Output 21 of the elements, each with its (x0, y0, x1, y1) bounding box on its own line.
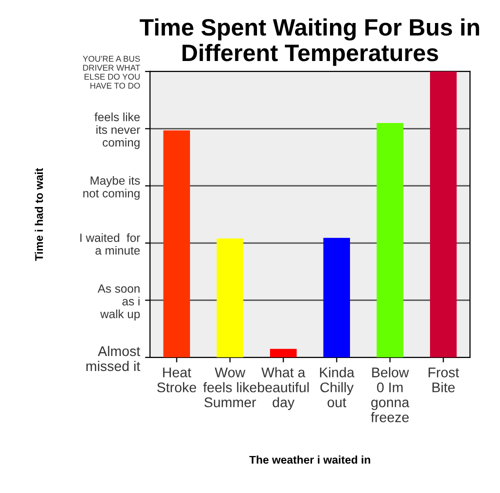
text: Time i had to wait (34, 168, 43, 261)
bar (216, 238, 244, 358)
bar (430, 71, 457, 358)
x-tick-label: Kinda Chilly out (320, 367, 354, 408)
bar (376, 122, 404, 358)
x-tick-label: Frost Bite (428, 368, 460, 392)
text: Maybe its not coming (83, 176, 140, 200)
bar (323, 238, 350, 358)
text: Almost missed it (86, 346, 140, 372)
x-axis-title: The weather i waited in (249, 456, 370, 464)
text: YOU'RE A BUS DRIVER WHAT ELSE DO YOU HAVE TO DO (82, 56, 140, 89)
chart-title: Time Spent Waiting For Bus in Different Temperatures (140, 18, 480, 66)
text: As soon as i walk up (98, 284, 140, 321)
x-tick-label: Heat Stroke (157, 368, 196, 392)
bar (163, 130, 190, 358)
text: feels like its never coming (94, 112, 140, 149)
x-tick-label: What a beautiful day (258, 367, 309, 410)
bar (270, 348, 297, 358)
x-tick-label: Wow feels like Summer (203, 368, 256, 408)
text: I waited for a minute (80, 233, 140, 255)
x-tick-label: Below 0 Im gonna freeze (370, 367, 410, 422)
